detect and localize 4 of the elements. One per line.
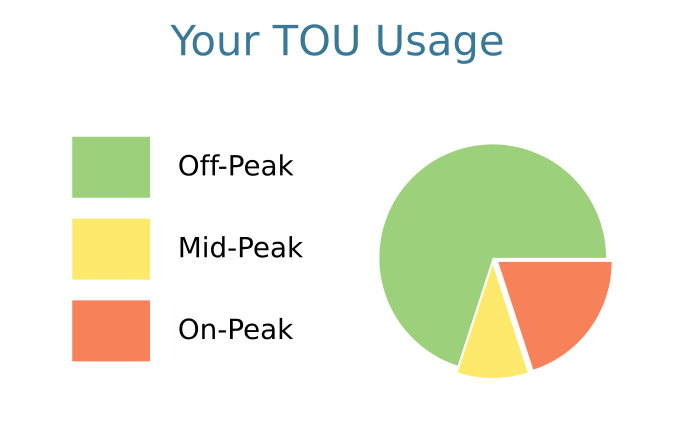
legend-label: Off-Peak: [179, 154, 294, 176]
legend-label: On-Peak: [179, 318, 294, 340]
legend-label: Mid-Peak: [180, 236, 304, 258]
chart-title: Your TOU Usage: [170, 24, 502, 64]
